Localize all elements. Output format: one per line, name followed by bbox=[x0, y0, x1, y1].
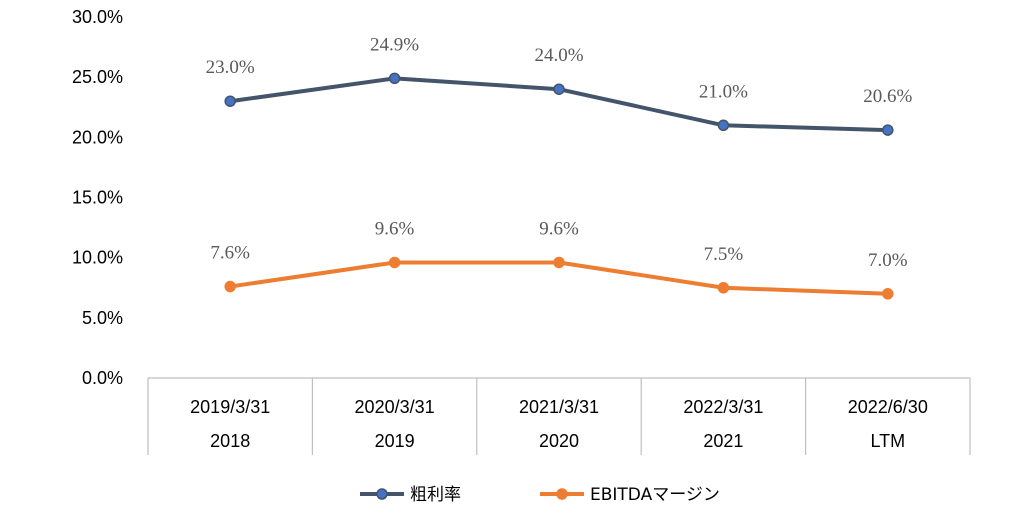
x-tick-label-date: 2022/3/31 bbox=[683, 397, 763, 417]
x-axis: 2019/3/31 2018 2020/3/31 2019 2021/3/31 2020 2… bbox=[147, 377, 971, 455]
data-point bbox=[553, 83, 565, 95]
data-label: 21.0% bbox=[699, 81, 748, 102]
x-tick-label-year: 2020 bbox=[539, 431, 579, 451]
data-point bbox=[717, 282, 730, 294]
data-label: 9.6% bbox=[375, 218, 415, 239]
data-label: 24.9% bbox=[370, 34, 419, 55]
legend-label: EBITDAマージン bbox=[590, 485, 720, 505]
data-point bbox=[224, 280, 236, 293]
x-tick-label-year: LTM bbox=[870, 431, 905, 451]
y-tick-label: 15.0% bbox=[72, 188, 123, 208]
data-label: 9.6% bbox=[539, 218, 579, 239]
y-tick-label: 0.0% bbox=[82, 368, 123, 388]
data-label: 20.6% bbox=[863, 86, 912, 107]
x-tick-label-date: 2019/3/31 bbox=[190, 397, 270, 417]
x-tick-label-year: 2018 bbox=[210, 431, 250, 451]
data-point bbox=[388, 72, 401, 85]
data-point bbox=[553, 256, 565, 269]
x-tick-label-date: 2021/3/31 bbox=[519, 397, 599, 417]
x-tick-label-date: 2020/3/31 bbox=[355, 397, 435, 417]
y-tick-label: 5.0% bbox=[82, 308, 123, 328]
data-point bbox=[717, 119, 730, 132]
series-layer: 23.0% 24.9% 24.0% 21.0% 20.6% 7.6% 9.6% 9.6% 7.5… bbox=[206, 34, 913, 300]
legend-label: 粗利率 bbox=[410, 485, 461, 505]
data-label: 24.0% bbox=[534, 45, 583, 66]
y-axis: 0.0% 5.0% 10.0% 15.0% 20.0% 25.0% 30.0% bbox=[72, 7, 123, 388]
data-point bbox=[388, 256, 401, 269]
data-label: 7.0% bbox=[868, 250, 908, 271]
y-tick-label: 25.0% bbox=[72, 67, 123, 87]
legend-marker bbox=[376, 488, 388, 500]
data-label: 7.5% bbox=[704, 244, 744, 265]
data-label: 23.0% bbox=[206, 57, 255, 78]
data-label: 7.6% bbox=[210, 243, 250, 264]
data-point bbox=[224, 95, 236, 107]
legend: 粗利率 EBITDAマージン bbox=[360, 485, 720, 505]
x-tick-label-year: 2019 bbox=[375, 431, 415, 451]
y-tick-label: 20.0% bbox=[72, 127, 123, 147]
data-point bbox=[882, 124, 894, 136]
y-tick-label: 10.0% bbox=[72, 248, 123, 268]
y-tick-label: 30.0% bbox=[72, 7, 123, 27]
x-tick-label-date: 2022/6/30 bbox=[848, 397, 928, 417]
data-point bbox=[882, 288, 894, 300]
legend-marker bbox=[556, 488, 568, 500]
x-tick-label-year: 2021 bbox=[703, 431, 743, 451]
